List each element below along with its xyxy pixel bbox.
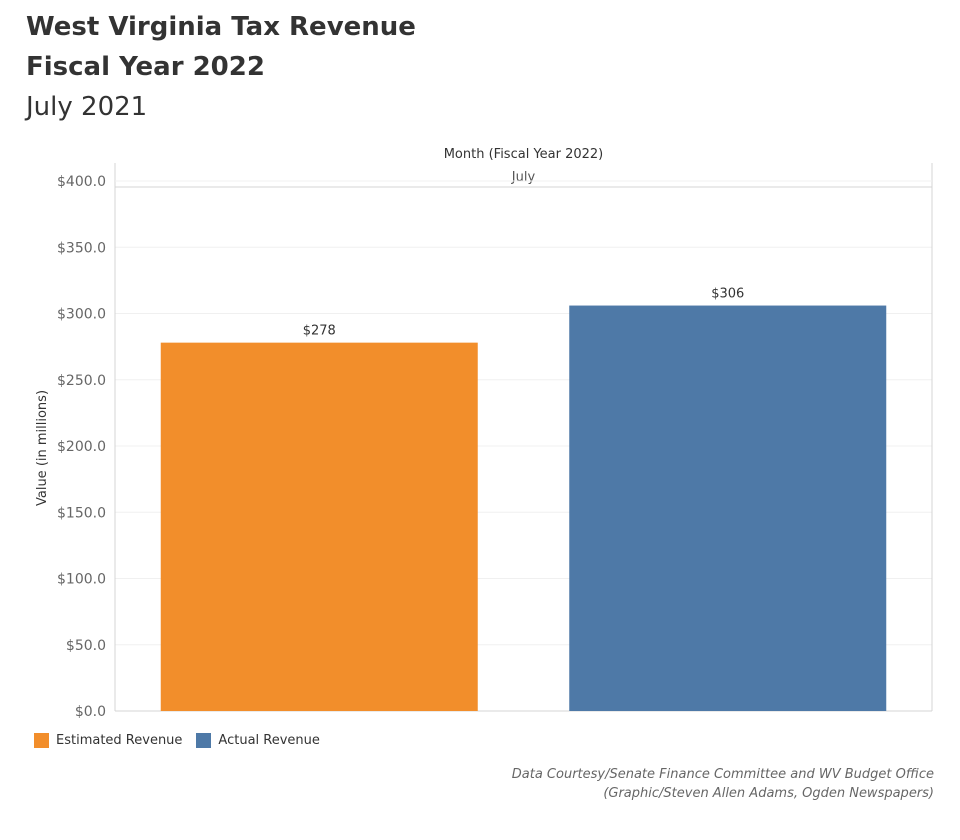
y-tick-label: $250.0 bbox=[57, 373, 106, 389]
y-tick-label: $150.0 bbox=[57, 505, 106, 521]
y-tick-label: $50.0 bbox=[66, 638, 106, 654]
bar-estimated bbox=[160, 342, 478, 711]
chart-subtitle: July 2021 bbox=[26, 92, 148, 122]
bar-actual bbox=[569, 305, 887, 711]
y-axis-title: Value (in millions) bbox=[35, 390, 50, 506]
legend-label-estimated: Estimated Revenue bbox=[56, 733, 183, 748]
category-label: July bbox=[511, 170, 536, 185]
legend-swatch-actual bbox=[196, 733, 212, 748]
source-credit: Data Courtesy/Senate Finance Committee a… bbox=[512, 765, 934, 803]
y-tick-label: $0.0 bbox=[75, 704, 106, 720]
data-label: $306 bbox=[711, 287, 744, 302]
y-tick-label: $100.0 bbox=[57, 572, 106, 588]
y-tick-label: $300.0 bbox=[57, 307, 106, 323]
legend-swatch-estimated bbox=[34, 733, 49, 748]
y-tick-label: $200.0 bbox=[57, 439, 106, 455]
column-header: Month (Fiscal Year 2022) bbox=[444, 147, 604, 162]
bar-chart: Month (Fiscal Year 2022) July $0.0 $50.0 $10… bbox=[35, 147, 933, 720]
legend-label-actual: Actual Revenue bbox=[218, 733, 320, 748]
legend: Estimated Revenue Actual Revenue bbox=[34, 733, 334, 748]
legend-item-estimated[interactable]: Estimated Revenue bbox=[34, 733, 182, 748]
y-tick-label: $350.0 bbox=[57, 240, 106, 256]
chart-title-line2: Fiscal Year 2022 bbox=[26, 52, 265, 82]
legend-item-actual[interactable]: Actual Revenue bbox=[196, 733, 320, 748]
chart-title: West Virginia Tax Revenue bbox=[26, 12, 416, 42]
data-label: $278 bbox=[303, 324, 336, 339]
y-tick-label: $400.0 bbox=[57, 174, 106, 190]
source-credit-line1: Data Courtesy/Senate Finance Committee a… bbox=[511, 767, 934, 782]
source-credit-line2: (Graphic/Steven Allen Adams, Ogden Newsp… bbox=[603, 786, 934, 801]
